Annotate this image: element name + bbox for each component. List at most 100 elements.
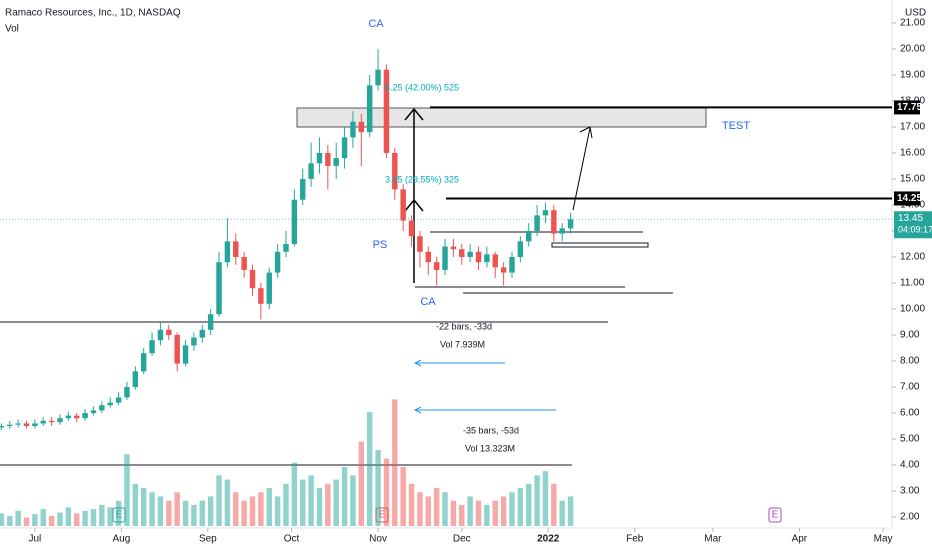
measure-label: Vol 7.939M [440, 339, 485, 349]
arrow [572, 127, 591, 211]
price-tag-label: 14.25 [897, 193, 922, 204]
candle-body [132, 371, 139, 388]
arrow-head [404, 198, 424, 212]
currency: USD [905, 8, 926, 19]
volume-bar [182, 500, 189, 526]
price-tag [894, 100, 920, 115]
annotation: TEST [722, 120, 750, 132]
volume-bar [291, 462, 298, 526]
countdown-label: 04:09:17 [898, 225, 932, 235]
candle-body [408, 220, 415, 237]
candle-body [266, 272, 272, 304]
y-tick-label: 11.00 [900, 278, 925, 289]
volume-bar [300, 479, 306, 526]
annotation: CA [420, 296, 436, 308]
measure-label: 3.25 (29.55%) 325 [385, 174, 459, 184]
symbol-title: Ramaco Resources, Inc., 1D, NASDAQ [5, 8, 181, 19]
candle-body [57, 418, 63, 423]
candle-body [48, 420, 55, 423]
candle-body [166, 329, 172, 336]
candle-body [283, 243, 289, 252]
price-tag [894, 191, 920, 206]
candle-body [107, 402, 113, 406]
candle-body [40, 420, 46, 424]
y-tick-label: 15.00 [900, 174, 925, 185]
candle-body [7, 424, 13, 427]
y-tick-label: 10.00 [900, 304, 925, 315]
x-tick-label: May [874, 534, 893, 545]
candle-body [149, 340, 155, 354]
volume-bar [383, 458, 390, 526]
y-tick-label: 7.00 [900, 382, 920, 393]
arrow-head [413, 406, 422, 414]
volume-bar [107, 507, 113, 526]
candle-body [74, 415, 80, 419]
candle-body [484, 254, 490, 263]
volume-bar [358, 441, 365, 526]
candle-body [325, 152, 331, 166]
candle-body [241, 256, 247, 270]
measure-label: Vol 13.323M [465, 443, 515, 453]
volume-bar [7, 515, 13, 526]
candle-body [291, 199, 298, 244]
earnings-label: E [379, 510, 386, 521]
candle-body [15, 423, 21, 425]
annotation: CA [368, 18, 384, 30]
candle-body [300, 178, 306, 200]
indicator-label: Vol [5, 24, 19, 35]
measure-label: -35 bars, -53d [463, 425, 519, 435]
candle-body [526, 230, 532, 242]
arrow-head [579, 126, 593, 139]
candle-body [249, 269, 256, 289]
y-tick-label: 5.00 [900, 434, 920, 445]
volume-bar [157, 496, 164, 526]
x-tick-label: Dec [453, 534, 471, 545]
volume-bar [57, 512, 63, 526]
volume-bar [366, 412, 373, 526]
volume-bar [400, 466, 406, 526]
volume-bar [115, 500, 122, 526]
volume-bar [74, 513, 80, 526]
volume-bar [174, 492, 180, 526]
volume-bar [224, 479, 231, 526]
volume-bar [40, 509, 46, 526]
volume-bar [207, 496, 214, 526]
volume-bar [559, 500, 565, 526]
volume-bar [308, 475, 314, 526]
candle-body [433, 262, 440, 270]
candle-body [191, 337, 197, 346]
volume-bar [316, 488, 323, 526]
candle-body [157, 329, 164, 341]
volume-bar [274, 496, 281, 526]
volume-bar [442, 492, 448, 526]
earnings-marker[interactable] [768, 507, 782, 523]
candle-body [233, 241, 239, 257]
candle-body [467, 251, 473, 257]
x-tick-label: Apr [792, 534, 808, 545]
volume-bar [542, 471, 549, 526]
volume-bar [517, 488, 524, 526]
candle-body [425, 251, 432, 263]
volume-bar [433, 488, 440, 526]
y-tick-label: 12.00 [900, 252, 925, 263]
candle-body [417, 236, 423, 252]
candle-body [567, 219, 574, 229]
candle-body [216, 262, 222, 315]
volume-bar [140, 488, 147, 526]
candle-body [358, 121, 365, 133]
candle-body [375, 69, 381, 86]
candle-body [258, 288, 264, 304]
volume-bar [90, 509, 97, 526]
volume-bar [99, 504, 105, 526]
price-tag-label: 17.75 [897, 102, 922, 113]
last-price-tag [894, 211, 932, 239]
candle-body [442, 246, 448, 270]
x-tick-label: Mar [704, 534, 722, 545]
candle-body [140, 353, 147, 372]
volume-bar [509, 492, 515, 526]
volume-bar [325, 483, 331, 526]
zone-box [296, 107, 707, 128]
volume-bar [249, 496, 256, 526]
volume-bar [425, 496, 432, 526]
